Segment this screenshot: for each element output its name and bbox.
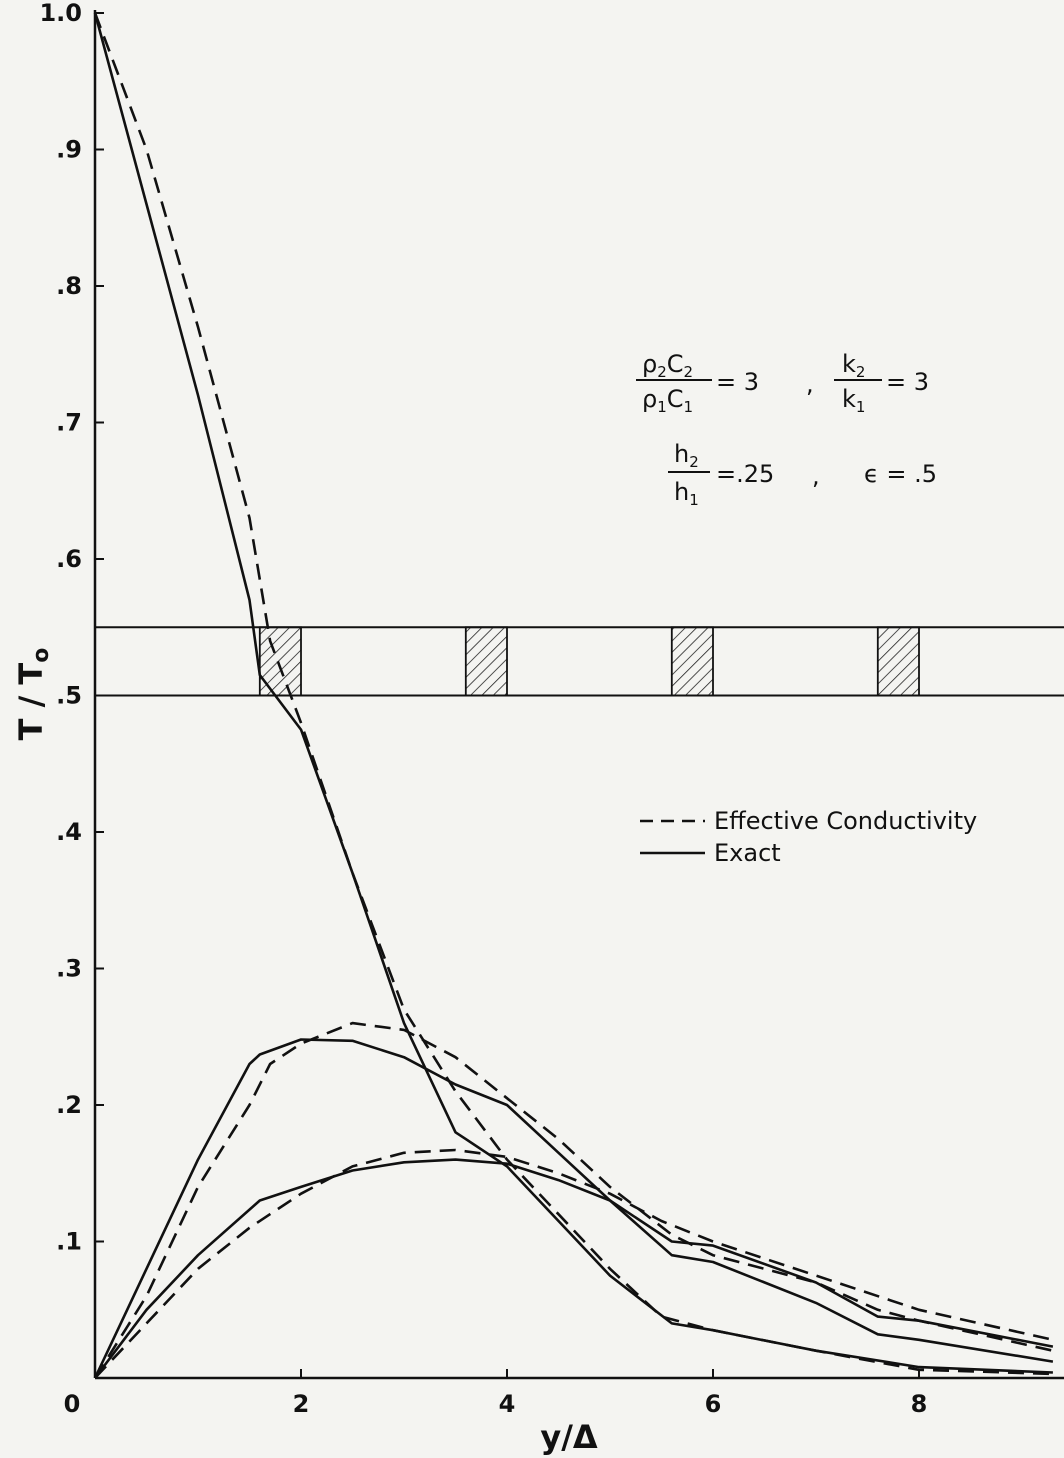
y-axis-label: T / To [12,648,54,741]
x-tick-label: 0 [64,1390,81,1418]
svg-text:ρ1C1: ρ1C1 [642,385,693,416]
hatched-block-4 [876,626,920,697]
param-rho-c: ρ2C2 ρ1C1 = 3 [636,350,759,416]
series-line-3-solid [93,1038,1054,1379]
y-tick-label: .1 [56,1228,82,1256]
svg-text:=.25: =.25 [716,460,774,488]
series-line-4-dashed [93,1021,1054,1379]
hatched-block-3 [670,626,714,697]
legend-label-effective-conductivity: Effective Conductivity [714,807,977,835]
svg-text:k1: k1 [842,385,865,416]
y-tick-label: .4 [56,818,82,846]
hatched-block-2 [464,626,508,697]
x-tick-label: 2 [293,1390,310,1418]
parameter-annotations: ρ2C2 ρ1C1 = 3 , k2 k1 = 3 h2 h1 =.25 , ϵ… [636,350,937,509]
param-epsilon: ϵ = .5 [864,460,937,488]
svg-text:ρ2C2: ρ2C2 [642,350,693,381]
y-axis-label-subscript: o [29,648,54,663]
x-tick-label: 4 [499,1390,516,1418]
legend: Effective Conductivity Exact [640,807,977,867]
param-separator-2: , [812,462,820,490]
param-k: k2 k1 = 3 [834,350,929,416]
ticks-layer: 1.0 .9 .8 .7 .6 .5 .4 .3 .2 .1 0 2 4 6 8 [39,0,927,1418]
y-tick-label: .9 [56,136,82,164]
y-tick-label: 1.0 [39,0,82,27]
svg-text:k2: k2 [842,350,865,381]
y-tick-label: .3 [56,955,82,983]
legend-label-exact: Exact [714,839,781,867]
series-line-1-solid [93,12,1053,1374]
y-tick-label: .6 [56,545,82,573]
y-tick-label: .5 [56,682,82,710]
x-tick-label: 6 [705,1390,722,1418]
x-axis-label: y/Δ [540,1418,598,1456]
x-tick-label: 8 [911,1390,928,1418]
series-line-5-solid [93,1158,1054,1379]
param-h: h2 h1 =.25 [668,440,774,509]
y-tick-label: .8 [56,272,82,300]
svg-text:h1: h1 [674,478,699,509]
series-line-6-dashed [94,1148,1054,1379]
y-tick-label: .7 [56,409,82,437]
series-layer [93,12,1054,1379]
param-separator: , [806,370,814,398]
svg-text:h2: h2 [674,440,699,471]
series-line-2-dashed [93,12,1053,1376]
y-tick-label: .2 [56,1091,82,1119]
svg-text:= 3: = 3 [716,368,759,396]
svg-text:= 3: = 3 [886,368,929,396]
layer-band [95,626,1064,697]
